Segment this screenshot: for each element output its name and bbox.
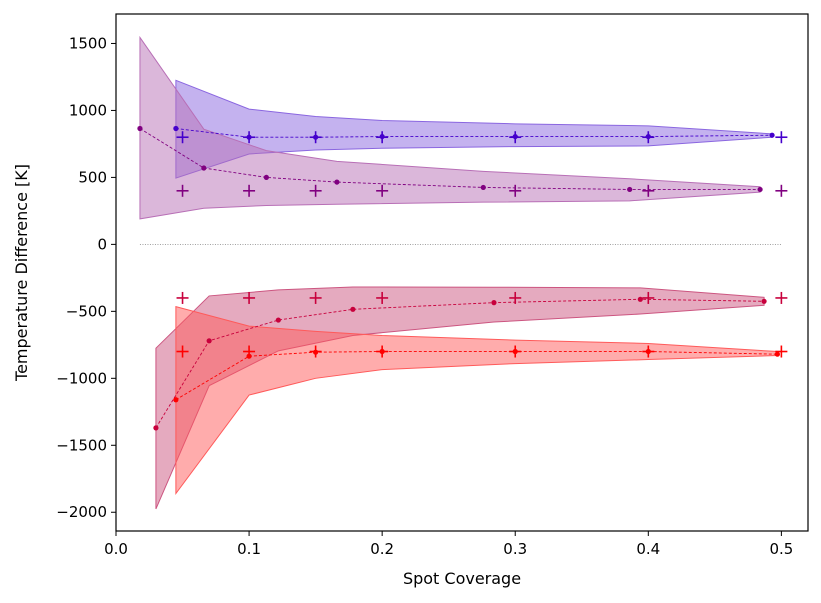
y-tick-label: 1500 (69, 34, 107, 52)
fit-point-hot-800 (313, 134, 319, 140)
fit-point-cool-400 (491, 300, 497, 306)
fit-point-cool-400 (275, 317, 281, 323)
true-marker-cool-400 (176, 291, 189, 304)
fit-point-hot-800 (512, 133, 518, 140)
fit-point-hot-800 (173, 125, 179, 132)
fit-point-hot-400 (263, 174, 269, 181)
fit-point-cool-400 (637, 296, 643, 302)
x-tick-label: 0.4 (636, 540, 660, 558)
x-axis: 0.0 0.1 0.2 0.3 0.4 0.5 (104, 531, 793, 558)
x-tick-label: 0.3 (503, 540, 527, 558)
fit-point-hot-400 (627, 186, 633, 193)
band-hot-400 (139, 35, 761, 220)
y-tick-label: −1000 (56, 369, 107, 387)
fit-point-cool-800 (512, 348, 518, 355)
fit-point-cool-800 (246, 353, 252, 359)
fit-point-cool-800 (313, 349, 319, 355)
fit-point-hot-400 (757, 186, 763, 193)
fit-point-hot-800 (645, 133, 651, 140)
fit-point-hot-400 (201, 165, 207, 171)
y-tick-label: −500 (66, 302, 107, 320)
true-marker-hot-400 (775, 184, 788, 197)
y-axis-label: Temperature Difference [K] (12, 164, 31, 382)
x-tick-label: 0.2 (370, 540, 394, 558)
fit-point-hot-800 (769, 132, 775, 138)
y-tick-label: 0 (97, 235, 107, 253)
y-axis: 1500 1000 500 0 −500 −1000 −1500 −2000 (56, 34, 116, 521)
fit-point-cool-800 (774, 351, 780, 357)
x-tick-label: 0.1 (237, 540, 261, 558)
true-marker-hot-400 (376, 184, 389, 197)
true-marker-cool-400 (243, 291, 256, 304)
true-marker-hot-400 (176, 184, 189, 197)
fit-point-hot-800 (379, 133, 385, 140)
plot-frame (115, 13, 809, 532)
true-marker-cool-400 (509, 291, 522, 304)
true-marker-hot-400 (642, 184, 655, 197)
y-tick-label: 500 (78, 168, 107, 186)
fit-point-cool-800 (173, 397, 179, 403)
y-tick-label: −1500 (56, 436, 107, 454)
x-tick-label: 0.0 (104, 540, 128, 558)
fit-point-hot-400 (334, 179, 340, 185)
true-marker-cool-800 (176, 345, 189, 358)
fitted-points (137, 125, 780, 431)
true-marker-cool-400 (309, 291, 322, 304)
fit-point-hot-400 (137, 125, 143, 132)
true-marker-hot-800 (775, 131, 788, 144)
x-tick-label: 0.5 (769, 540, 793, 558)
fit-point-cool-400 (206, 338, 212, 344)
true-marker-hot-400 (243, 184, 256, 197)
fit-point-hot-800 (246, 134, 252, 140)
fit-point-cool-400 (761, 298, 767, 304)
true-marker-cool-800 (775, 345, 788, 358)
fit-point-cool-400 (350, 306, 356, 312)
true-marker-cool-400 (642, 291, 655, 304)
fit-point-cool-800 (379, 348, 385, 355)
true-marker-hot-400 (309, 184, 322, 197)
x-axis-label: Spot Coverage (403, 569, 521, 588)
true-marker-cool-400 (376, 291, 389, 304)
true-marker-hot-800 (176, 131, 189, 144)
fit-point-cool-800 (645, 348, 651, 355)
confidence-bands (139, 35, 778, 510)
band-cool-800 (175, 306, 778, 496)
true-marker-hot-400 (509, 184, 522, 197)
true-marker-cool-400 (775, 291, 788, 304)
fit-point-cool-400 (153, 425, 159, 431)
fit-point-hot-400 (480, 184, 486, 191)
y-tick-label: 1000 (69, 101, 107, 119)
y-tick-label: −2000 (56, 503, 107, 521)
